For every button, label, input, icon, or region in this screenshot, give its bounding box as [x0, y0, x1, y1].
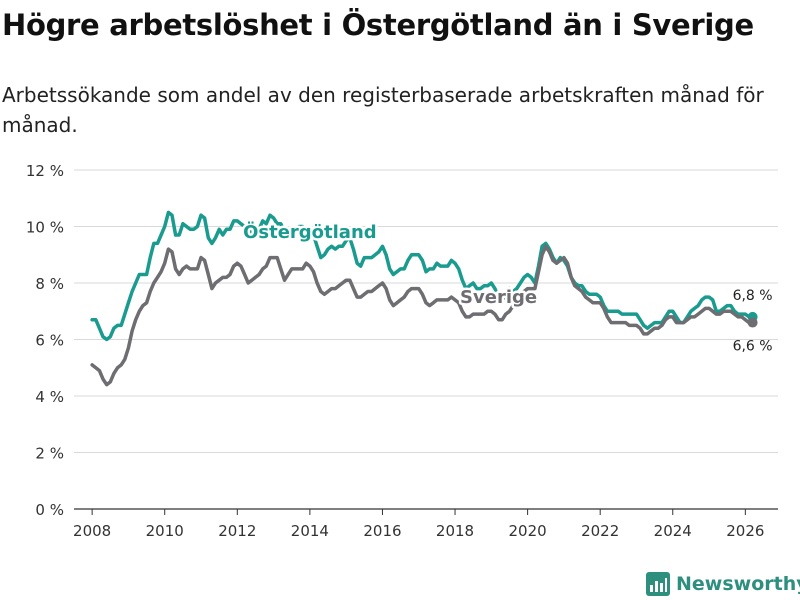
x-tick-label: 2014 [291, 522, 329, 540]
y-tick-label: 0 % [35, 501, 64, 519]
y-tick-label: 12 % [26, 162, 64, 180]
x-tick-label: 2010 [146, 522, 184, 540]
end-point-sverige [747, 317, 758, 328]
x-tick-label: 2016 [363, 522, 401, 540]
series-label-sverige: Sverige [460, 287, 537, 308]
x-tick-label: 2008 [73, 522, 111, 540]
x-tick-label: 2018 [436, 522, 474, 540]
y-tick-label: 10 % [26, 219, 64, 237]
chart-title: Högre arbetslöshet i Östergötland än i S… [2, 8, 754, 42]
brand-name: Newsworthy [676, 573, 800, 595]
series-line-sverige [90, 244, 755, 387]
end-label-sverige: 6,6 % [733, 339, 773, 355]
x-tick-label: 2020 [509, 522, 547, 540]
chart-subtitle: Arbetssökande som andel av den registerb… [2, 83, 764, 137]
y-tick-label: 4 % [35, 388, 64, 406]
y-tick-label: 8 % [35, 275, 64, 293]
x-tick-label: 2012 [218, 522, 256, 540]
series-line-ostergotland [90, 210, 755, 342]
x-tick-label: 2022 [581, 522, 619, 540]
x-tick-label: 2024 [654, 522, 692, 540]
x-tick-label: 2026 [726, 522, 764, 540]
series-label-ostergotland-halo: Östergötland [243, 221, 377, 243]
y-tick-label: 6 % [35, 332, 64, 350]
brand-logo: Newsworthy [646, 570, 800, 598]
newsworthy-logo-icon [646, 572, 670, 596]
series-label-ostergotland: Östergötland [243, 221, 377, 243]
y-tick-label: 2 % [35, 445, 64, 463]
end-label-ostergotland: 6,8 % [733, 288, 773, 304]
series-label-sverige-halo: Sverige [460, 287, 537, 308]
